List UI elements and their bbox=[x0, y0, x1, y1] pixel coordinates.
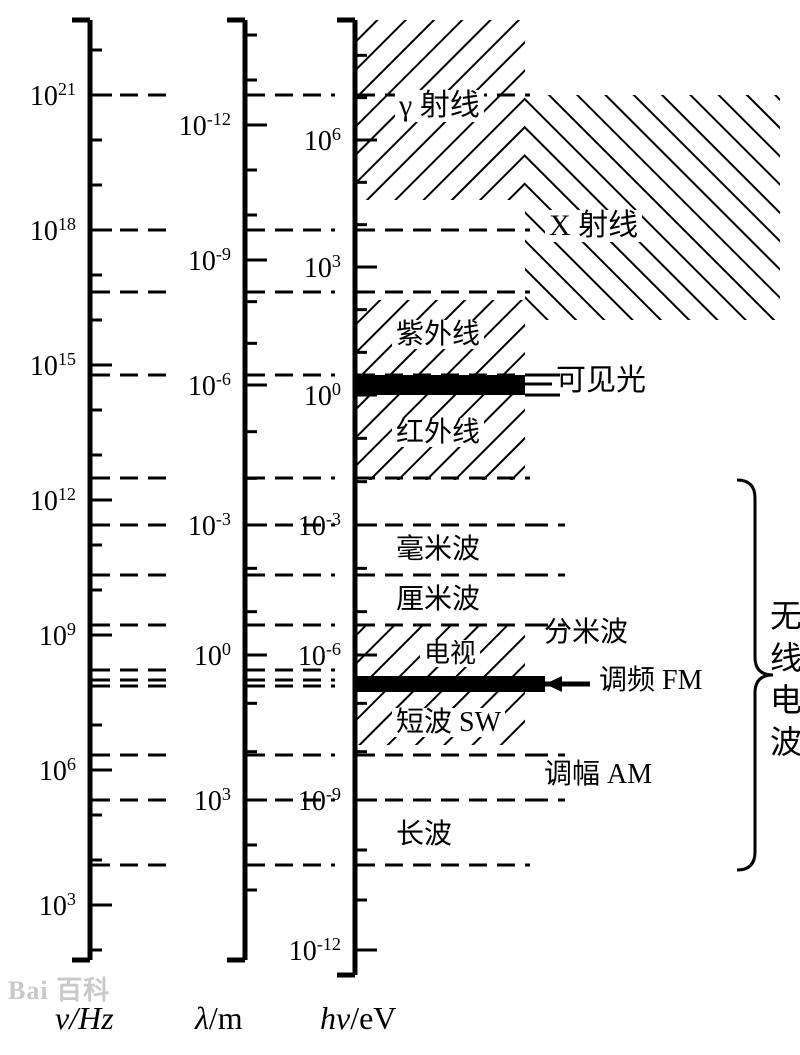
band-label-fm: 调频 FM bbox=[595, 666, 706, 695]
band-label-sw: 短波 SW bbox=[392, 708, 505, 737]
band-label-longwave: 长波 bbox=[392, 820, 456, 849]
svg-text:10-3: 10-3 bbox=[298, 509, 341, 542]
brace-label-char: 电 bbox=[770, 675, 800, 721]
svg-text:100: 100 bbox=[304, 379, 341, 412]
brace-label-char: 无 bbox=[770, 591, 800, 637]
svg-text:10-6: 10-6 bbox=[188, 369, 231, 402]
band-label-ir: 红外线 bbox=[392, 418, 484, 447]
band-label-mm: 毫米波 bbox=[392, 535, 484, 564]
band-label-am: 调幅 AM bbox=[540, 760, 656, 789]
brace-label-char: 波 bbox=[770, 717, 800, 763]
svg-text:1018: 1018 bbox=[30, 214, 76, 247]
band-label-dm: 分米波 bbox=[540, 618, 632, 647]
svg-text:103: 103 bbox=[39, 889, 76, 922]
svg-text:10-12: 10-12 bbox=[289, 934, 341, 967]
wavelength-axis-title: λ/m bbox=[195, 1000, 243, 1037]
svg-text:103: 103 bbox=[304, 251, 341, 284]
svg-text:100: 100 bbox=[194, 639, 231, 672]
svg-text:10-9: 10-9 bbox=[188, 244, 231, 277]
spectrum-diagram: 1021 1018 1015 1012 109 106 103 10-12 10-9 10-6 10… bbox=[0, 0, 800, 1055]
band-label-tv: 电视 bbox=[420, 640, 480, 667]
diagram-svg: 1021 1018 1015 1012 109 106 103 10-12 10-9 10-6 10… bbox=[0, 0, 800, 1055]
brace-label-char: 线 bbox=[770, 633, 800, 679]
band-label-xray: X 射线 bbox=[545, 210, 642, 242]
svg-text:10-3: 10-3 bbox=[188, 509, 231, 542]
svg-text:1021: 1021 bbox=[30, 79, 76, 112]
band-label-cm: 厘米波 bbox=[392, 585, 484, 614]
svg-text:1015: 1015 bbox=[30, 349, 76, 382]
svg-text:10-12: 10-12 bbox=[179, 109, 231, 142]
band-label-uv: 紫外线 bbox=[392, 320, 484, 349]
svg-text:103: 103 bbox=[194, 784, 231, 817]
watermark: Bai 百科 bbox=[8, 970, 110, 1007]
svg-text:10-9: 10-9 bbox=[298, 784, 341, 817]
svg-text:10-6: 10-6 bbox=[298, 639, 341, 672]
band-label-gamma: γ 射线 bbox=[395, 90, 484, 122]
svg-text:1012: 1012 bbox=[30, 484, 76, 517]
svg-text:106: 106 bbox=[304, 124, 341, 157]
svg-text:106: 106 bbox=[39, 754, 76, 787]
band-label-visible: 可见光 bbox=[552, 365, 650, 397]
energy-axis-title: hν/eV bbox=[320, 1000, 396, 1037]
svg-text:109: 109 bbox=[39, 619, 76, 652]
